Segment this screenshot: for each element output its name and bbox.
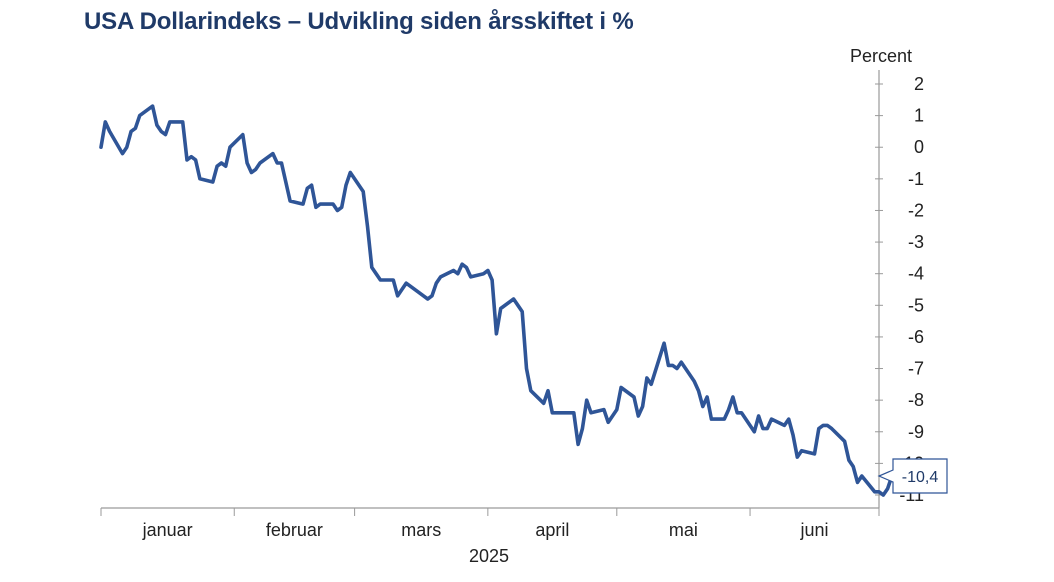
last-value-callout: -10,4	[877, 458, 948, 494]
x-tick-label: juni	[800, 520, 829, 540]
x-axis-title: 2025	[469, 546, 509, 566]
y-tick-label: 0	[914, 137, 924, 157]
x-tick-label: mai	[669, 520, 698, 540]
y-tick-label: 1	[914, 106, 924, 126]
y-tick-label: -6	[908, 327, 924, 347]
y-tick-label: -8	[908, 390, 924, 410]
y-tick-label: -4	[908, 264, 924, 284]
y-tick-label: -9	[908, 422, 924, 442]
chart-title: USA Dollarindeks – Udvikling siden årssk…	[84, 8, 634, 35]
y-tick-label: -2	[908, 200, 924, 220]
x-tick-label: januar	[142, 520, 193, 540]
y-tick-label: -5	[908, 295, 924, 315]
y-tick-label: -7	[908, 359, 924, 379]
x-tick-label: mars	[401, 520, 441, 540]
series-line-0	[99, 104, 894, 497]
series-layer	[99, 104, 894, 497]
callout-box	[877, 458, 948, 494]
x-tick-label: april	[535, 520, 569, 540]
y-tick-label: 2	[914, 74, 924, 94]
x-axis: januar februar mars april mai juni	[100, 507, 880, 540]
y-tick-label: -3	[908, 232, 924, 252]
x-tick-label: februar	[266, 520, 323, 540]
callout-label: -10,4	[902, 469, 939, 486]
y-axis-title: Percent	[850, 46, 912, 66]
y-tick-label: -1	[908, 169, 924, 189]
y-axis: 210-1-2-3-4-5-6-7-8-9-10-11	[875, 70, 924, 508]
